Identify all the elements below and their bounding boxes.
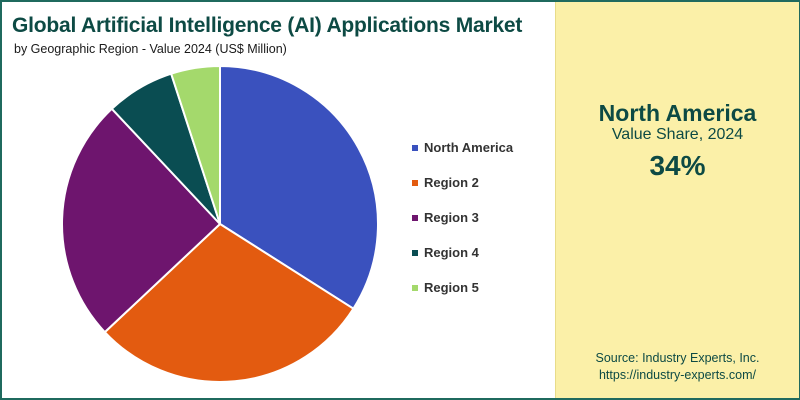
legend-item-region-4: Region 4 <box>412 235 542 270</box>
source-line-1: Source: Industry Experts, Inc. <box>595 351 760 365</box>
pie-chart <box>58 62 382 386</box>
legend-item-north-america: North America <box>412 130 542 165</box>
panel-share-label: Value Share, 2024 <box>611 126 744 143</box>
legend-label: Region 2 <box>424 175 479 190</box>
legend-swatch <box>412 249 418 256</box>
legend-label: Region 4 <box>424 245 479 260</box>
legend-label: North America <box>424 140 514 155</box>
pie-slice-region-3 <box>61 107 222 334</box>
legend-item-region-5: Region 5 <box>412 270 542 305</box>
legend-item-region-3: Region 3 <box>412 200 542 235</box>
highlight-panel: North America Value Share, 2024 34% Sour… <box>555 2 799 398</box>
chart-title: Global Artificial Intelligence (AI) Appl… <box>12 14 523 37</box>
panel-share-value: 34% <box>649 150 706 181</box>
legend-swatch <box>412 284 418 291</box>
legend-item-region-2: Region 2 <box>412 165 542 200</box>
legend-swatch <box>412 214 418 221</box>
pie-slice-region-5 <box>169 64 221 225</box>
panel-region-name: North America <box>598 100 757 126</box>
chart-legend: North America Region 2 Region 3 Region 4 Reg… <box>412 130 542 305</box>
pie-slice-region-2 <box>103 222 355 383</box>
legend-label: Region 3 <box>424 210 479 225</box>
pie-svg <box>61 64 379 383</box>
source-line-2: https://industry-experts.com/ <box>598 368 756 382</box>
chart-subtitle: by Geographic Region - Value 2024 (US$ M… <box>14 42 287 56</box>
legend-swatch <box>412 144 418 151</box>
source-note: Source: Industry Experts, Inc. https://i… <box>556 350 799 384</box>
legend-label: Region 5 <box>424 280 479 295</box>
legend-swatch <box>412 179 418 186</box>
